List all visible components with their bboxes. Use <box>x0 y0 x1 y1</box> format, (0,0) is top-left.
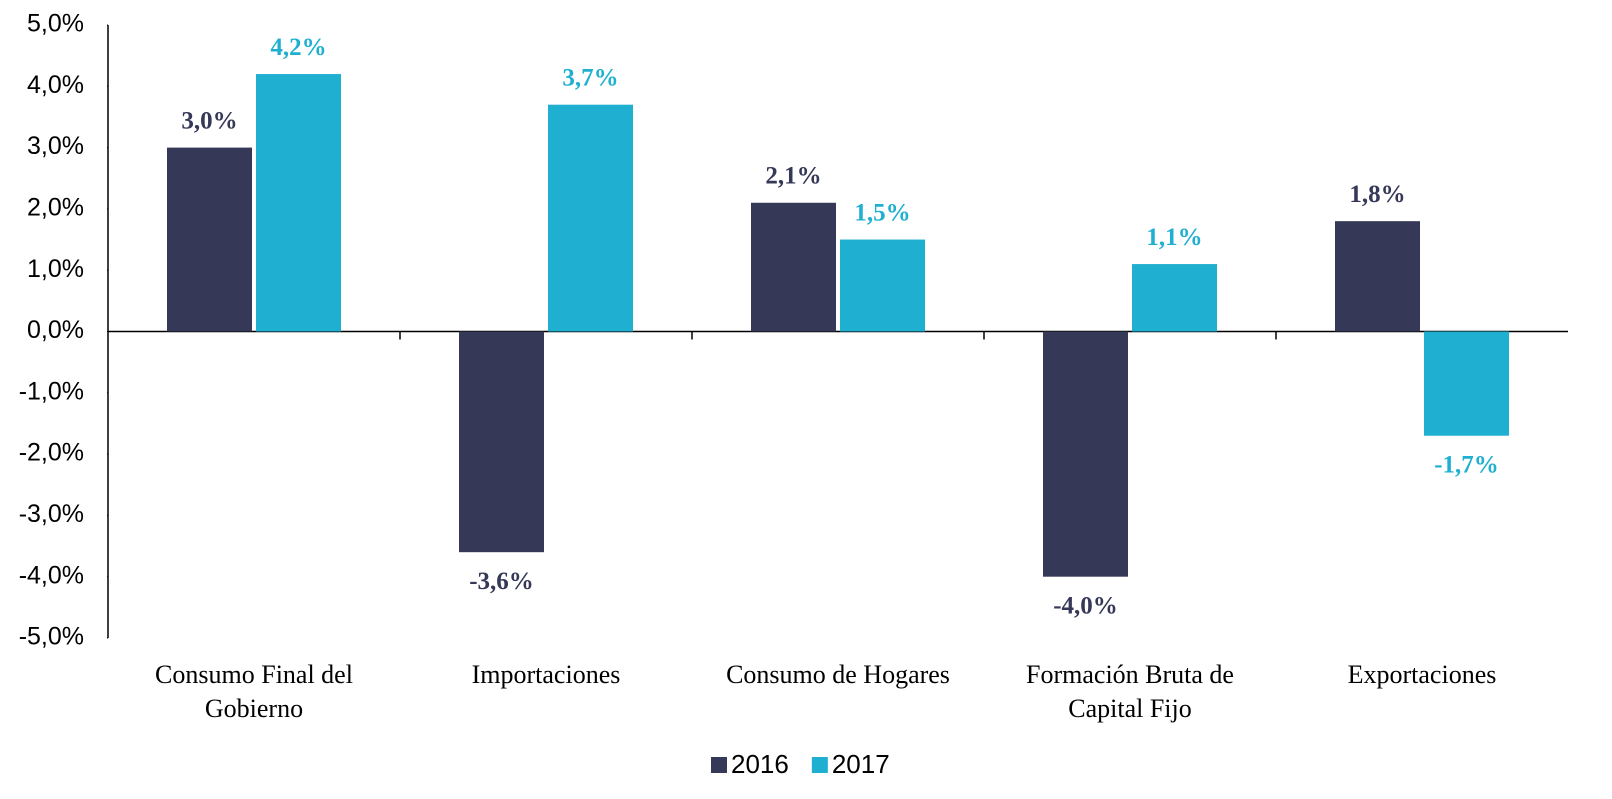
data-label: 1,5% <box>854 199 910 226</box>
bar <box>459 331 544 553</box>
legend-swatch <box>811 757 828 773</box>
y-tick-label: -1,0% <box>19 377 84 405</box>
legend-swatch <box>711 757 727 773</box>
bar <box>840 239 925 332</box>
data-label: -4,0% <box>1053 592 1118 619</box>
y-tick-label: 4,0% <box>27 71 84 99</box>
legend-label: 2016 <box>731 749 789 779</box>
bar <box>256 74 341 332</box>
x-tick-label: Formación Bruta de Capital Fijo <box>1026 660 1234 723</box>
y-tick-label: 3,0% <box>27 132 84 160</box>
y-tick-label: -2,0% <box>19 439 84 467</box>
y-tick-label: 0,0% <box>27 316 84 344</box>
y-tick-label: 5,0% <box>27 10 84 38</box>
data-label: 2,1% <box>765 163 821 190</box>
bar <box>1335 221 1420 332</box>
y-tick-label: 1,0% <box>27 255 84 283</box>
bar <box>548 104 633 332</box>
bar <box>1043 331 1128 577</box>
data-label: 4,2% <box>270 34 326 61</box>
data-label: -3,6% <box>469 568 534 595</box>
y-tick-label: -5,0% <box>19 623 84 651</box>
bar <box>167 147 252 332</box>
legend-label: 2017 <box>832 749 890 779</box>
y-tick-label: -3,0% <box>19 500 84 528</box>
data-label: -1,7% <box>1434 451 1499 478</box>
x-tick-label: Consumo de Hogares <box>726 660 950 689</box>
bar <box>751 202 836 332</box>
y-tick-label: -4,0% <box>19 561 84 589</box>
x-tick-label: Exportaciones <box>1347 660 1497 689</box>
bar <box>1424 331 1509 436</box>
data-label: 3,0% <box>181 107 237 134</box>
x-tick-label: Importaciones <box>471 660 621 689</box>
x-tick-label: Consumo Final del Gobierno <box>155 660 353 723</box>
data-label: 3,7% <box>562 64 618 91</box>
y-tick-label: 2,0% <box>27 194 84 222</box>
data-label: 1,1% <box>1146 224 1202 251</box>
bar <box>1132 264 1217 332</box>
data-label: 1,8% <box>1349 181 1405 208</box>
